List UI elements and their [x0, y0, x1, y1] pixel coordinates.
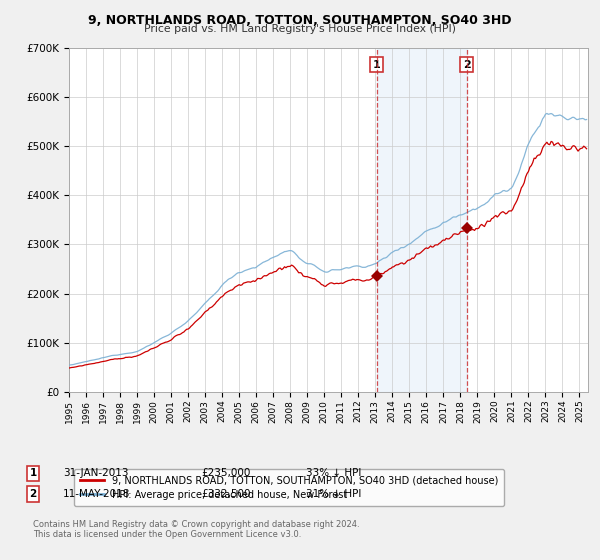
Text: 31% ↓ HPI: 31% ↓ HPI — [306, 489, 361, 499]
Bar — [377, 48, 467, 392]
Text: Contains HM Land Registry data © Crown copyright and database right 2024.
This d: Contains HM Land Registry data © Crown c… — [33, 520, 359, 539]
Text: Price paid vs. HM Land Registry's House Price Index (HPI): Price paid vs. HM Land Registry's House … — [144, 24, 456, 34]
Text: 11-MAY-2018: 11-MAY-2018 — [63, 489, 130, 499]
Text: 1: 1 — [29, 468, 37, 478]
Text: 9, NORTHLANDS ROAD, TOTTON, SOUTHAMPTON, SO40 3HD: 9, NORTHLANDS ROAD, TOTTON, SOUTHAMPTON,… — [88, 14, 512, 27]
Text: 2: 2 — [463, 60, 470, 69]
Text: 33% ↓ HPI: 33% ↓ HPI — [306, 468, 361, 478]
Legend: 9, NORTHLANDS ROAD, TOTTON, SOUTHAMPTON, SO40 3HD (detached house), HPI: Average: 9, NORTHLANDS ROAD, TOTTON, SOUTHAMPTON,… — [74, 469, 504, 506]
Text: £235,000: £235,000 — [201, 468, 250, 478]
Text: £332,500: £332,500 — [201, 489, 251, 499]
Text: 1: 1 — [373, 60, 380, 69]
Text: 2: 2 — [29, 489, 37, 499]
Text: 31-JAN-2013: 31-JAN-2013 — [63, 468, 128, 478]
